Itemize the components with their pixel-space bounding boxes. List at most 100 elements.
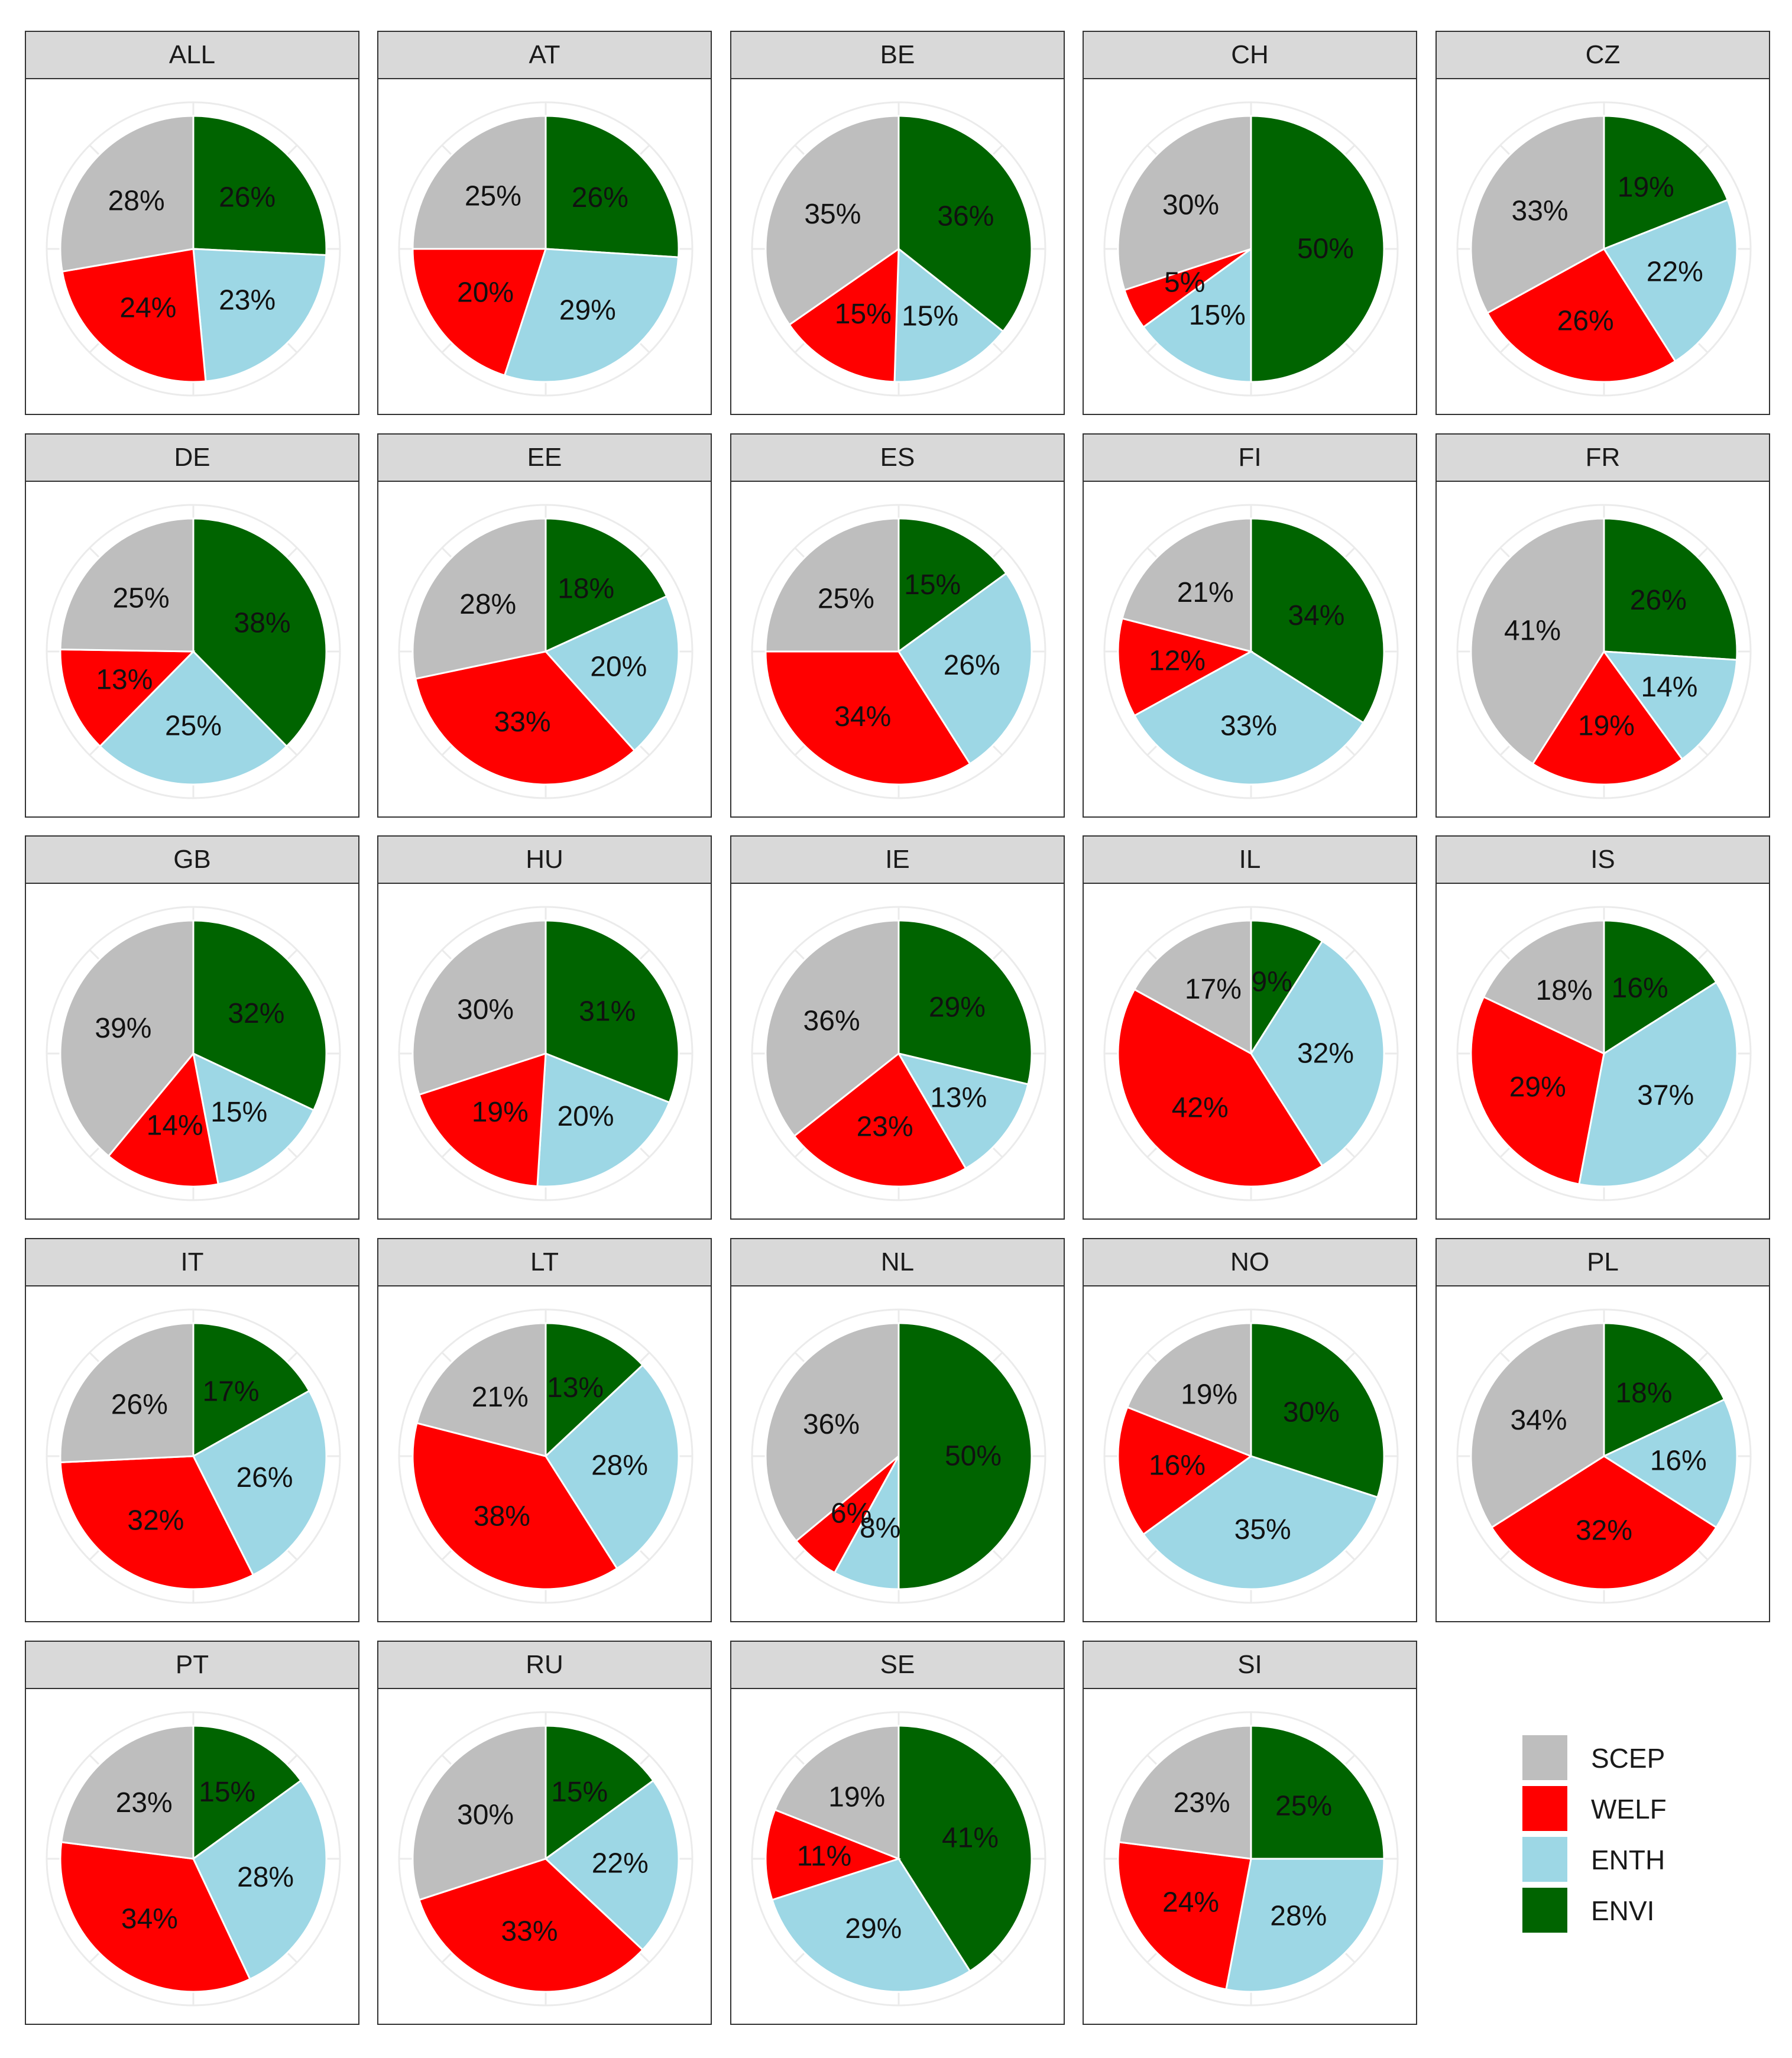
pie-slice-envi [1603, 517, 1738, 661]
slice-label-enth: 26% [236, 1462, 293, 1493]
pie-slice-welf [1117, 1841, 1252, 1991]
panel-title: GB [25, 835, 359, 884]
slice-label-enth: 28% [1270, 1901, 1327, 1932]
pie-svg: 18% 16% 32% 34% [1456, 1308, 1752, 1604]
legend-swatch [1522, 1786, 1567, 1831]
slice-label-envi: 50% [945, 1441, 1002, 1472]
panel-title: DE [25, 433, 359, 482]
pie-slice-enth [1602, 1398, 1738, 1529]
slice-label-envi: 15% [904, 569, 961, 601]
pie-slice-scep [60, 1725, 195, 1860]
plot-area: 15% 22% 33% 30% [377, 1689, 712, 2025]
pie-slice-welf [764, 650, 971, 786]
slice-label-welf: 15% [835, 299, 892, 330]
slice-label-scep: 26% [111, 1389, 168, 1421]
slice-label-welf: 23% [857, 1111, 913, 1142]
pie-slice-welf [1470, 996, 1605, 1185]
slice-label-envi: 16% [1612, 973, 1668, 1004]
plot-area: 36% 15% 15% 35% [730, 79, 1065, 415]
pie-slice-envi [192, 1322, 311, 1458]
panel-title: IL [1083, 835, 1417, 884]
plot-area: 26% 29% 20% 25% [377, 79, 712, 415]
pie-panel-gb: GB 32% 15% 14% 39% [25, 835, 359, 1220]
slice-label-enth: 15% [210, 1097, 267, 1128]
pie-slice-scep [1121, 517, 1252, 653]
pie-svg: 19% 22% 26% 33% [1456, 101, 1752, 397]
pie-slice-envi [545, 1322, 644, 1459]
pie-slice-enth [192, 1389, 328, 1576]
plot-area: 41% 29% 11% 19% [730, 1689, 1065, 2025]
pie-svg: 34% 33% 12% 21% [1103, 504, 1399, 799]
slice-label-envi: 50% [1297, 234, 1354, 265]
pie-slice-enth [1602, 650, 1738, 761]
pie-slice-welf [1486, 248, 1677, 383]
slice-label-envi: 18% [1615, 1378, 1672, 1409]
pie-panel-ch: CH 50% 15% 5% 30% [1083, 31, 1417, 415]
slice-label-scep: 41% [1504, 615, 1561, 646]
slice-label-scep: 18% [1535, 975, 1592, 1006]
legend-label: WELF [1591, 1794, 1667, 1824]
slice-label-welf: 38% [474, 1500, 530, 1532]
slice-label-enth: 15% [902, 301, 958, 332]
slice-label-scep: 28% [108, 185, 165, 216]
pie-slice-welf [1117, 617, 1254, 717]
pie-slice-enth [1225, 1858, 1385, 1993]
pie-slice-scep [416, 1322, 547, 1457]
slice-label-envi: 29% [929, 991, 986, 1023]
slice-label-scep: 34% [1511, 1405, 1567, 1436]
slice-label-scep: 19% [1181, 1379, 1237, 1410]
pie-slice-enth [503, 248, 680, 383]
slice-label-scep: 19% [828, 1781, 885, 1813]
pie-slice-envi [545, 1725, 655, 1861]
pie-slice-enth [545, 1363, 680, 1570]
slice-label-welf: 29% [1509, 1072, 1566, 1103]
pie-svg: 29% 13% 23% 36% [751, 906, 1046, 1201]
pie-slice-enth [544, 1779, 680, 1952]
pie-slice-envi [1603, 919, 1718, 1055]
slice-label-welf: 19% [1578, 710, 1635, 741]
pie-slice-enth [544, 595, 680, 752]
panel-title: ES [730, 433, 1065, 482]
pie-slice-enth [896, 1052, 1029, 1170]
plot-area: 30% 35% 16% 19% [1083, 1286, 1417, 1622]
pie-slice-envi [897, 1322, 1033, 1590]
slice-label-enth: 8% [860, 1513, 900, 1544]
slice-label-enth: 28% [237, 1862, 294, 1893]
slice-label-welf: 33% [494, 706, 551, 738]
pie-slice-welf [59, 1841, 251, 1993]
slice-label-scep: 21% [1177, 577, 1234, 608]
panel-title: FI [1083, 433, 1417, 482]
pie-panel-hu: HU 31% 20% 19% 30% [377, 835, 712, 1220]
pie-slice-envi [1603, 1322, 1726, 1458]
pie-slice-scep [59, 1322, 195, 1464]
pie-slice-scep [1470, 1322, 1605, 1529]
legend-label: ENVI [1591, 1895, 1655, 1926]
pie-slice-welf [418, 1858, 644, 1993]
slice-label-welf: 24% [1162, 1887, 1219, 1918]
pie-panel-cz: CZ 19% 22% 26% 33% [1435, 31, 1770, 415]
pie-svg: 15% 26% 34% 25% [751, 504, 1046, 799]
pie-panel-ie: IE 29% 13% 23% 36% [730, 835, 1065, 1220]
slice-label-enth: 29% [559, 295, 616, 326]
panel-title: NL [730, 1238, 1065, 1286]
slice-label-welf: 14% [147, 1110, 203, 1142]
slice-label-welf: 13% [96, 664, 153, 695]
pie-slice-envi [897, 517, 1008, 653]
panel-title: IT [25, 1238, 359, 1286]
slice-label-envi: 31% [579, 996, 636, 1028]
slice-label-welf: 6% [831, 1498, 871, 1529]
pie-slice-enth [192, 1779, 328, 1981]
pie-slice-envi [545, 517, 668, 653]
slice-label-scep: 17% [1185, 974, 1242, 1005]
slice-label-enth: 20% [557, 1101, 614, 1132]
slice-label-enth: 13% [930, 1083, 987, 1114]
slice-label-scep: 23% [1174, 1787, 1230, 1819]
slice-label-envi: 36% [937, 201, 994, 232]
slice-label-scep: 36% [803, 1006, 860, 1037]
legend-item-enth: ENTH [1522, 1837, 1718, 1884]
slice-label-enth: 28% [591, 1450, 648, 1481]
pie-slice-scep [411, 919, 547, 1096]
pie-panel-se: SE 41% 29% 11% 19% [730, 1641, 1065, 2025]
pie-svg: 30% 35% 16% 19% [1103, 1308, 1399, 1604]
slice-label-welf: 5% [1164, 267, 1205, 299]
